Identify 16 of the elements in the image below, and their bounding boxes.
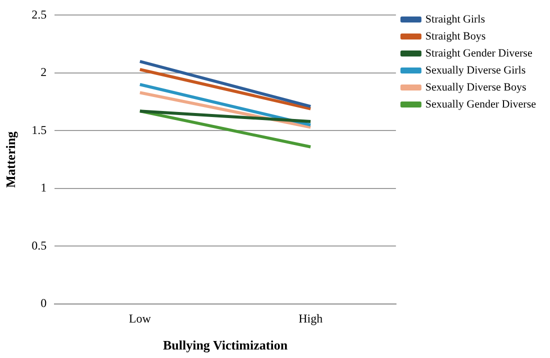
y-tick-label: 0.5 (32, 238, 47, 252)
x-axis-title: Bullying Victimization (162, 338, 288, 353)
y-tick-label: 2.5 (32, 7, 47, 22)
y-tick-label: 2 (40, 65, 47, 80)
legend-label: Sexually Diverse Boys (425, 81, 526, 94)
y-axis-title: Mattering (3, 130, 18, 188)
legend-label: Straight Gender Diverse (425, 47, 532, 60)
x-tick-label: Low (128, 311, 152, 326)
legend-label: Sexually Diverse Girls (425, 64, 526, 76)
y-tick-label: 1 (40, 180, 47, 195)
y-tick-label: 0 (40, 296, 47, 310)
x-tick-label: High (298, 311, 323, 326)
legend-label: Straight Girls (425, 13, 486, 26)
legend-label: Sexually Gender Diverse (425, 98, 536, 110)
y-tick-label: 1.5 (32, 122, 47, 137)
legend-label: Straight Boys (425, 30, 486, 42)
